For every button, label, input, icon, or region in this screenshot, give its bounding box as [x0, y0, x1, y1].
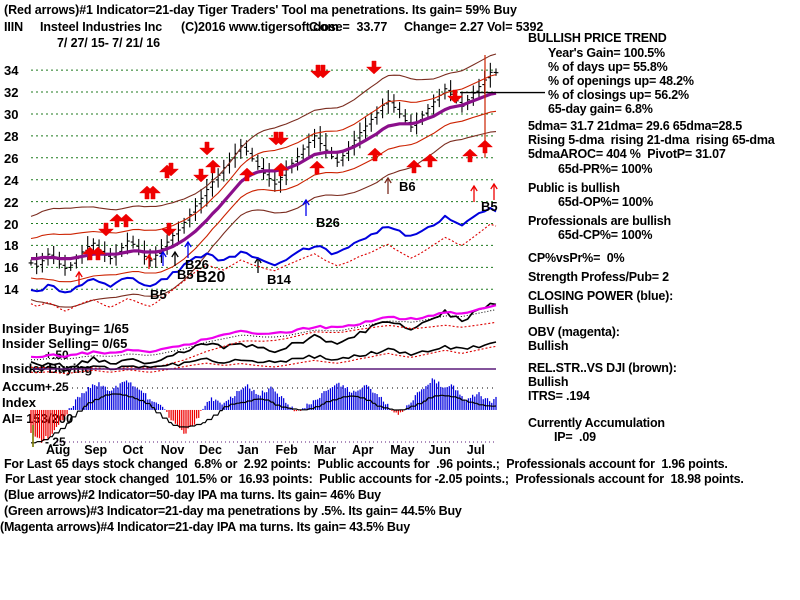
panel-65d-cp: 65d-CP%= 100% — [558, 228, 653, 242]
label-insider-buying: Insider Buying — [2, 361, 93, 376]
label-accum: Accum — [2, 379, 46, 394]
chart-annotation-b6-0: B6 — [399, 179, 416, 194]
y-axis-tick-24: 24 — [4, 172, 19, 188]
header-close: Close= 33.77 — [309, 20, 388, 34]
y-axis-tick-20: 20 — [4, 216, 19, 232]
label-insider-buying-count: Insider Buying= 1/65 — [2, 321, 129, 336]
panel-closing-power-title: CLOSING POWER (blue): — [528, 289, 674, 303]
panel-strength: Strength Profess/Pub= 2 — [528, 270, 669, 284]
panel-obv-title: OBV (magenta): — [528, 325, 620, 339]
panel-public-bullish: Public is bullish — [528, 181, 620, 195]
panel-accum-title: Currently Accumulation — [528, 416, 665, 430]
x-axis-month-nov: Nov — [160, 443, 185, 457]
panel-years-gain: Year's Gain= 100.5% — [548, 46, 665, 60]
x-axis-month-sep: Sep — [84, 443, 108, 457]
header-change: Change= 2.27 — [404, 20, 484, 34]
panel-ip: IP= .09 — [554, 430, 596, 444]
y-axis-tick-28: 28 — [4, 128, 19, 144]
y-axis-tick-22: 22 — [4, 194, 19, 210]
y-axis-tick-18: 18 — [4, 238, 19, 254]
panel-65d-op: 65d-OP%= 100% — [558, 195, 654, 209]
panel-pct-days-up: % of days up= 55.8% — [548, 60, 668, 74]
footer-line-magenta-arrows: (Magenta arrows)#4 Indicator=21-day IPA … — [0, 520, 410, 534]
chart-annotation-b5-4: B5 — [177, 267, 194, 282]
header-copyright: (C)2016 www.tigersoft.com — [181, 20, 339, 34]
panel-obv-value: Bullish — [528, 339, 569, 353]
y-axis-tick-34: 34 — [4, 63, 19, 79]
y-axis-tick-16: 16 — [4, 260, 19, 276]
panel-closing-power-value: Bullish — [528, 303, 569, 317]
panel-aroc-pivot: 5dmaAROC= 404 % PivotP= 31.07 — [528, 147, 726, 161]
y-axis-tick-26: 26 — [4, 150, 19, 166]
header-ticker: IIIN — [4, 20, 24, 34]
header-volume: Vol= 5392 — [487, 20, 544, 34]
header-company: Insteel Industries Inc — [40, 20, 163, 34]
header-date-range: 7/ 27/ 15- 7/ 21/ 16 — [57, 36, 160, 50]
x-axis-month-may: May — [390, 443, 415, 457]
panel-itrs: ITRS= .194 — [528, 389, 590, 403]
chart-annotation-b5-2: B5 — [481, 199, 498, 214]
panel-title: BULLISH PRICE TREND — [528, 31, 667, 45]
chart-annotation-b5-7: B5 — [150, 287, 167, 302]
panel-pct-closings-up: % of closings up= 56.2% — [548, 88, 689, 102]
x-axis-month-aug: Aug — [46, 443, 71, 457]
y-axis-tick-30: 30 — [4, 106, 19, 122]
panel-rising-dma: Rising 5-dma rising 21-dma rising 65-dma — [528, 133, 775, 147]
panel-pct-openings-up: % of openings up= 48.2% — [548, 74, 694, 88]
panel-cp-vs-pr: CP%vsPr%= 0% — [528, 251, 625, 265]
footer-line-blue-arrows: (Blue arrows)#2 Indicator=50-day IPA ma … — [4, 488, 381, 502]
x-axis-month-feb: Feb — [275, 443, 298, 457]
x-axis-month-apr: Apr — [352, 443, 374, 457]
panel-relstr-value: Bullish — [528, 375, 569, 389]
x-axis-month-jan: Jan — [237, 443, 259, 457]
x-axis-month-dec: Dec — [199, 443, 222, 457]
chart-annotation-b20-5: B20 — [196, 269, 226, 286]
footer-line-65days: For Last 65 days stock changed 6.8% or 2… — [4, 457, 728, 471]
label-plus-50: +.50 — [45, 348, 69, 362]
chart-annotation-b14-6: B14 — [267, 272, 291, 287]
panel-dma-values: 5dma= 31.7 21dma= 29.6 65dma=28.5 — [528, 119, 743, 133]
x-axis-month-jun: Jun — [428, 443, 451, 457]
chart-annotation-b26-3: B26 — [185, 257, 209, 272]
panel-65day-gain: 65-day gain= 6.8% — [548, 102, 653, 116]
y-axis-tick-14: 14 — [4, 282, 19, 298]
x-axis-month-mar: Mar — [313, 443, 336, 457]
x-axis-month-oct: Oct — [122, 443, 144, 457]
panel-65d-pr: 65d-PR%= 100% — [558, 162, 653, 176]
label-plus-25: +.25 — [45, 380, 69, 394]
label-ai-value: AI= 153/200 — [2, 411, 74, 426]
header-indicator-line: (Red arrows)#1 Indicator=21-day Tiger Tr… — [4, 3, 517, 17]
label-index: Index — [2, 395, 36, 410]
footer-line-green-arrows: (Green arrows)#3 Indicator=21-day ma pen… — [4, 504, 462, 518]
x-axis-month-jul: Jul — [466, 443, 485, 457]
chart-annotation-b26-1: B26 — [316, 215, 340, 230]
panel-relstr-title: REL.STR..VS DJI (brown): — [528, 361, 677, 375]
footer-line-lastyear: For Last year stock changed 101.5% or 16… — [5, 472, 744, 486]
panel-professionals-bullish: Professionals are bullish — [528, 214, 671, 228]
y-axis-tick-32: 32 — [4, 85, 19, 101]
